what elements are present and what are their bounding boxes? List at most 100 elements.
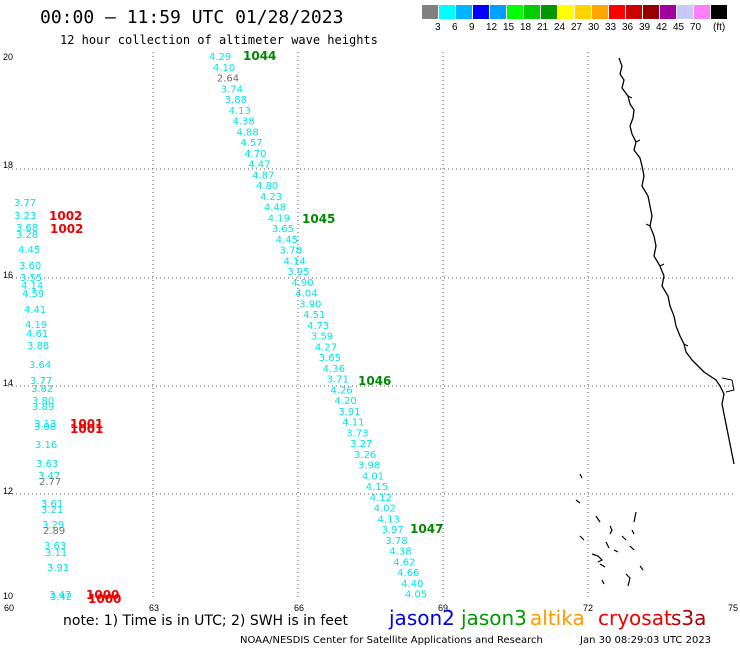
wave-height-value: 3.65: [319, 353, 341, 364]
y-label-18: 18: [3, 160, 14, 170]
colorbar-swatch: [473, 5, 490, 19]
wave-height-value: 4.12: [370, 493, 392, 504]
island: [631, 529, 635, 535]
colorbar-swatch: [609, 5, 626, 19]
wave-height-value: 3.61: [41, 499, 63, 510]
y-label-14: 14: [3, 378, 14, 388]
wave-height-value: 4.05: [405, 590, 427, 601]
island: [605, 541, 610, 549]
wave-height-value: 4.61: [26, 329, 48, 340]
wave-height-value: 3.23: [14, 211, 36, 222]
pass-label: 1045: [302, 212, 335, 226]
wave-height-value: 3.47: [49, 590, 71, 601]
colorbar-swatch: [456, 5, 473, 19]
colorbar-label: 70: [690, 22, 702, 33]
wave-height-value: 3.55: [20, 273, 42, 284]
colorbar-swatch: [643, 5, 660, 19]
colorbar-label: 30: [588, 22, 600, 33]
colorbar-label: 39: [639, 22, 651, 33]
colorbar-swatch: [524, 5, 541, 19]
coastline-detail: [627, 95, 735, 393]
wave-height-value: 4.66: [397, 568, 419, 579]
wave-height-value: 3.95: [287, 267, 309, 278]
wave-height-value: 3.28: [16, 230, 38, 241]
wave-height-value: 4.57: [240, 138, 262, 149]
island: [601, 579, 605, 585]
pass-label: 1047: [410, 522, 443, 536]
x-label-75: 75: [728, 603, 739, 613]
wave-height-value: 3.71: [327, 375, 349, 386]
wave-height-value: 2.89: [43, 526, 65, 537]
wave-height-value: 4.20: [334, 396, 356, 407]
wave-height-value: 3.68: [16, 223, 38, 234]
wave-height-value: 4.88: [236, 127, 258, 138]
island: [633, 511, 637, 523]
colorbar-label: 6: [452, 22, 458, 33]
colorbar-label: 42: [656, 22, 668, 33]
island: [629, 545, 635, 551]
x-label-72: 72: [583, 603, 594, 613]
pass-label: 1044: [243, 49, 276, 63]
colorbar-swatch: [677, 5, 694, 19]
wave-height-value: 4.41: [24, 305, 46, 316]
wave-height-value: 3.73: [346, 428, 368, 439]
wave-height-value: 4.26: [331, 385, 353, 396]
wave-height-value: 2.77: [39, 477, 61, 488]
mission-cryosat: cryosat: [598, 606, 672, 630]
wave-height-value: 4.19: [25, 320, 47, 331]
wave-height-value: 3.78: [280, 246, 302, 257]
wave-height-value: 3.65: [272, 224, 294, 235]
generated-timestamp: Jan 30 08:29:03 UTC 2023: [580, 635, 712, 646]
wave-height-value: 3.27: [350, 439, 372, 450]
wave-height-value: 4.62: [393, 557, 415, 568]
pass-label: 1002: [49, 209, 82, 223]
colorbar-swatch: [694, 5, 711, 19]
wave-height-value: 3.77: [30, 376, 52, 387]
wave-height-value: 4.13: [378, 514, 400, 525]
credit-line: NOAA/NESDIS Center for Satellite Applica…: [240, 635, 543, 646]
wave-height-value: 3.26: [354, 450, 376, 461]
pass-label: 1002: [50, 222, 83, 236]
mission-jason3: jason3: [461, 606, 527, 630]
wave-height-value: 4.51: [303, 310, 325, 321]
x-label-69: 69: [438, 603, 449, 613]
wave-height-value: 4.15: [366, 482, 388, 493]
wave-height-value: 4.87: [252, 170, 274, 181]
y-label-12: 12: [3, 486, 14, 496]
island: [639, 565, 644, 571]
mission-jason2: jason2: [389, 606, 455, 630]
wave-height-value: 3.11: [45, 548, 67, 559]
wave-height-value: 4.59: [22, 289, 44, 300]
colorbar-swatch: [541, 5, 558, 19]
pass-label: 1000: [88, 592, 121, 606]
colorbar-label: 27: [571, 22, 583, 33]
wave-height-value: 4.02: [374, 504, 396, 515]
wave-height-value: 3.91: [47, 563, 69, 574]
wave-height-value: 4.13: [229, 106, 251, 117]
colorbar-label: 12: [486, 22, 498, 33]
wave-height-value: 3.80: [32, 396, 54, 407]
x-label-63: 63: [149, 603, 160, 613]
wave-height-value: 3.63: [44, 541, 66, 552]
wave-height-value: 3.89: [32, 402, 54, 413]
wave-height-value: 4.45: [276, 235, 298, 246]
colorbar-swatch: [575, 5, 592, 19]
island: [609, 525, 613, 535]
wave-height-value: 4.70: [244, 149, 266, 160]
wave-height-value: 4.27: [315, 342, 337, 353]
wave-height-value: 3.74: [221, 84, 243, 95]
colorbar-swatch: [626, 5, 643, 19]
coastline: [575, 57, 735, 587]
colorbar-label: 33: [605, 22, 617, 33]
colorbar-swatch: [592, 5, 609, 19]
wave-height-value: 4.38: [389, 547, 411, 558]
pass-label: 1046: [358, 374, 391, 388]
wave-height-value: 3.29: [42, 520, 64, 531]
island: [579, 535, 585, 541]
wave-height-value: 4.73: [307, 321, 329, 332]
island: [599, 563, 606, 568]
y-label-16: 16: [3, 270, 14, 280]
wave-height-value: 4.38: [233, 117, 255, 128]
colorbar-swatch: [490, 5, 507, 19]
